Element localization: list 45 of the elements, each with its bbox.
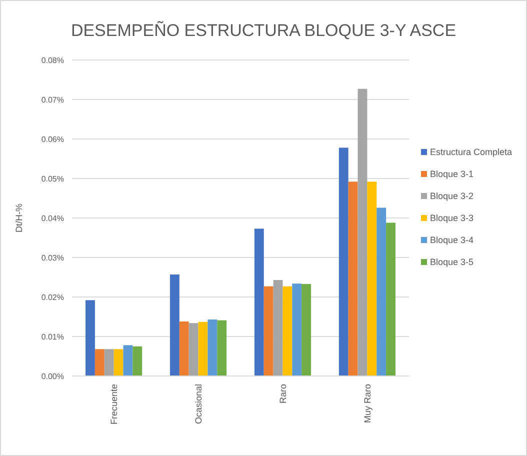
bar — [358, 88, 368, 376]
y-tick-label: 0.01% — [41, 332, 64, 342]
chart-title: DESEMPEÑO ESTRUCTURA BLOQUE 3-Y ASCE — [70, 21, 456, 40]
x-tick-label: Muy Raro — [362, 384, 372, 424]
bar — [170, 274, 180, 376]
y-tick-label: 0.06% — [41, 134, 64, 144]
bar — [376, 208, 386, 376]
y-tick-label: 0.03% — [41, 253, 64, 262]
legend-label: Bloque 3-4 — [430, 235, 474, 246]
bar — [348, 182, 358, 376]
bar — [292, 284, 302, 376]
bar — [94, 349, 104, 376]
y-axis-title: Dt/H-% — [14, 204, 24, 232]
x-tick-label: Frecuente — [108, 384, 119, 425]
bar — [208, 320, 218, 376]
bar — [367, 182, 377, 376]
legend-label: Bloque 3-1 — [430, 169, 474, 180]
legend-label: Bloque 3-2 — [430, 191, 474, 202]
y-tick-label: 0.00% — [41, 372, 64, 381]
x-tick-label: Raro — [278, 384, 288, 404]
bar — [104, 349, 114, 376]
bar — [273, 280, 283, 376]
bar — [338, 148, 348, 376]
bar — [282, 286, 292, 376]
y-tick-label: 0.07% — [41, 95, 64, 104]
legend-label: Bloque 3-5 — [430, 257, 474, 268]
bar — [302, 284, 312, 376]
bar — [188, 323, 198, 376]
bar — [254, 228, 264, 376]
bar — [179, 321, 189, 376]
x-tick-label: Ocasional — [193, 384, 204, 424]
y-tick-label: 0.05% — [41, 174, 64, 184]
bar — [264, 286, 274, 376]
legend-label: Bloque 3-3 — [430, 213, 474, 224]
bar — [198, 322, 208, 376]
bar — [386, 222, 396, 376]
y-tick-label: 0.04% — [41, 214, 64, 223]
y-tick-label: 0.08% — [41, 56, 64, 65]
y-tick-label: 0.02% — [41, 292, 64, 302]
bar — [114, 349, 124, 376]
bar — [123, 345, 133, 376]
bar — [86, 300, 95, 376]
bar — [217, 320, 227, 376]
legend-label: Estructura Completa — [430, 147, 512, 158]
bar — [132, 346, 142, 376]
